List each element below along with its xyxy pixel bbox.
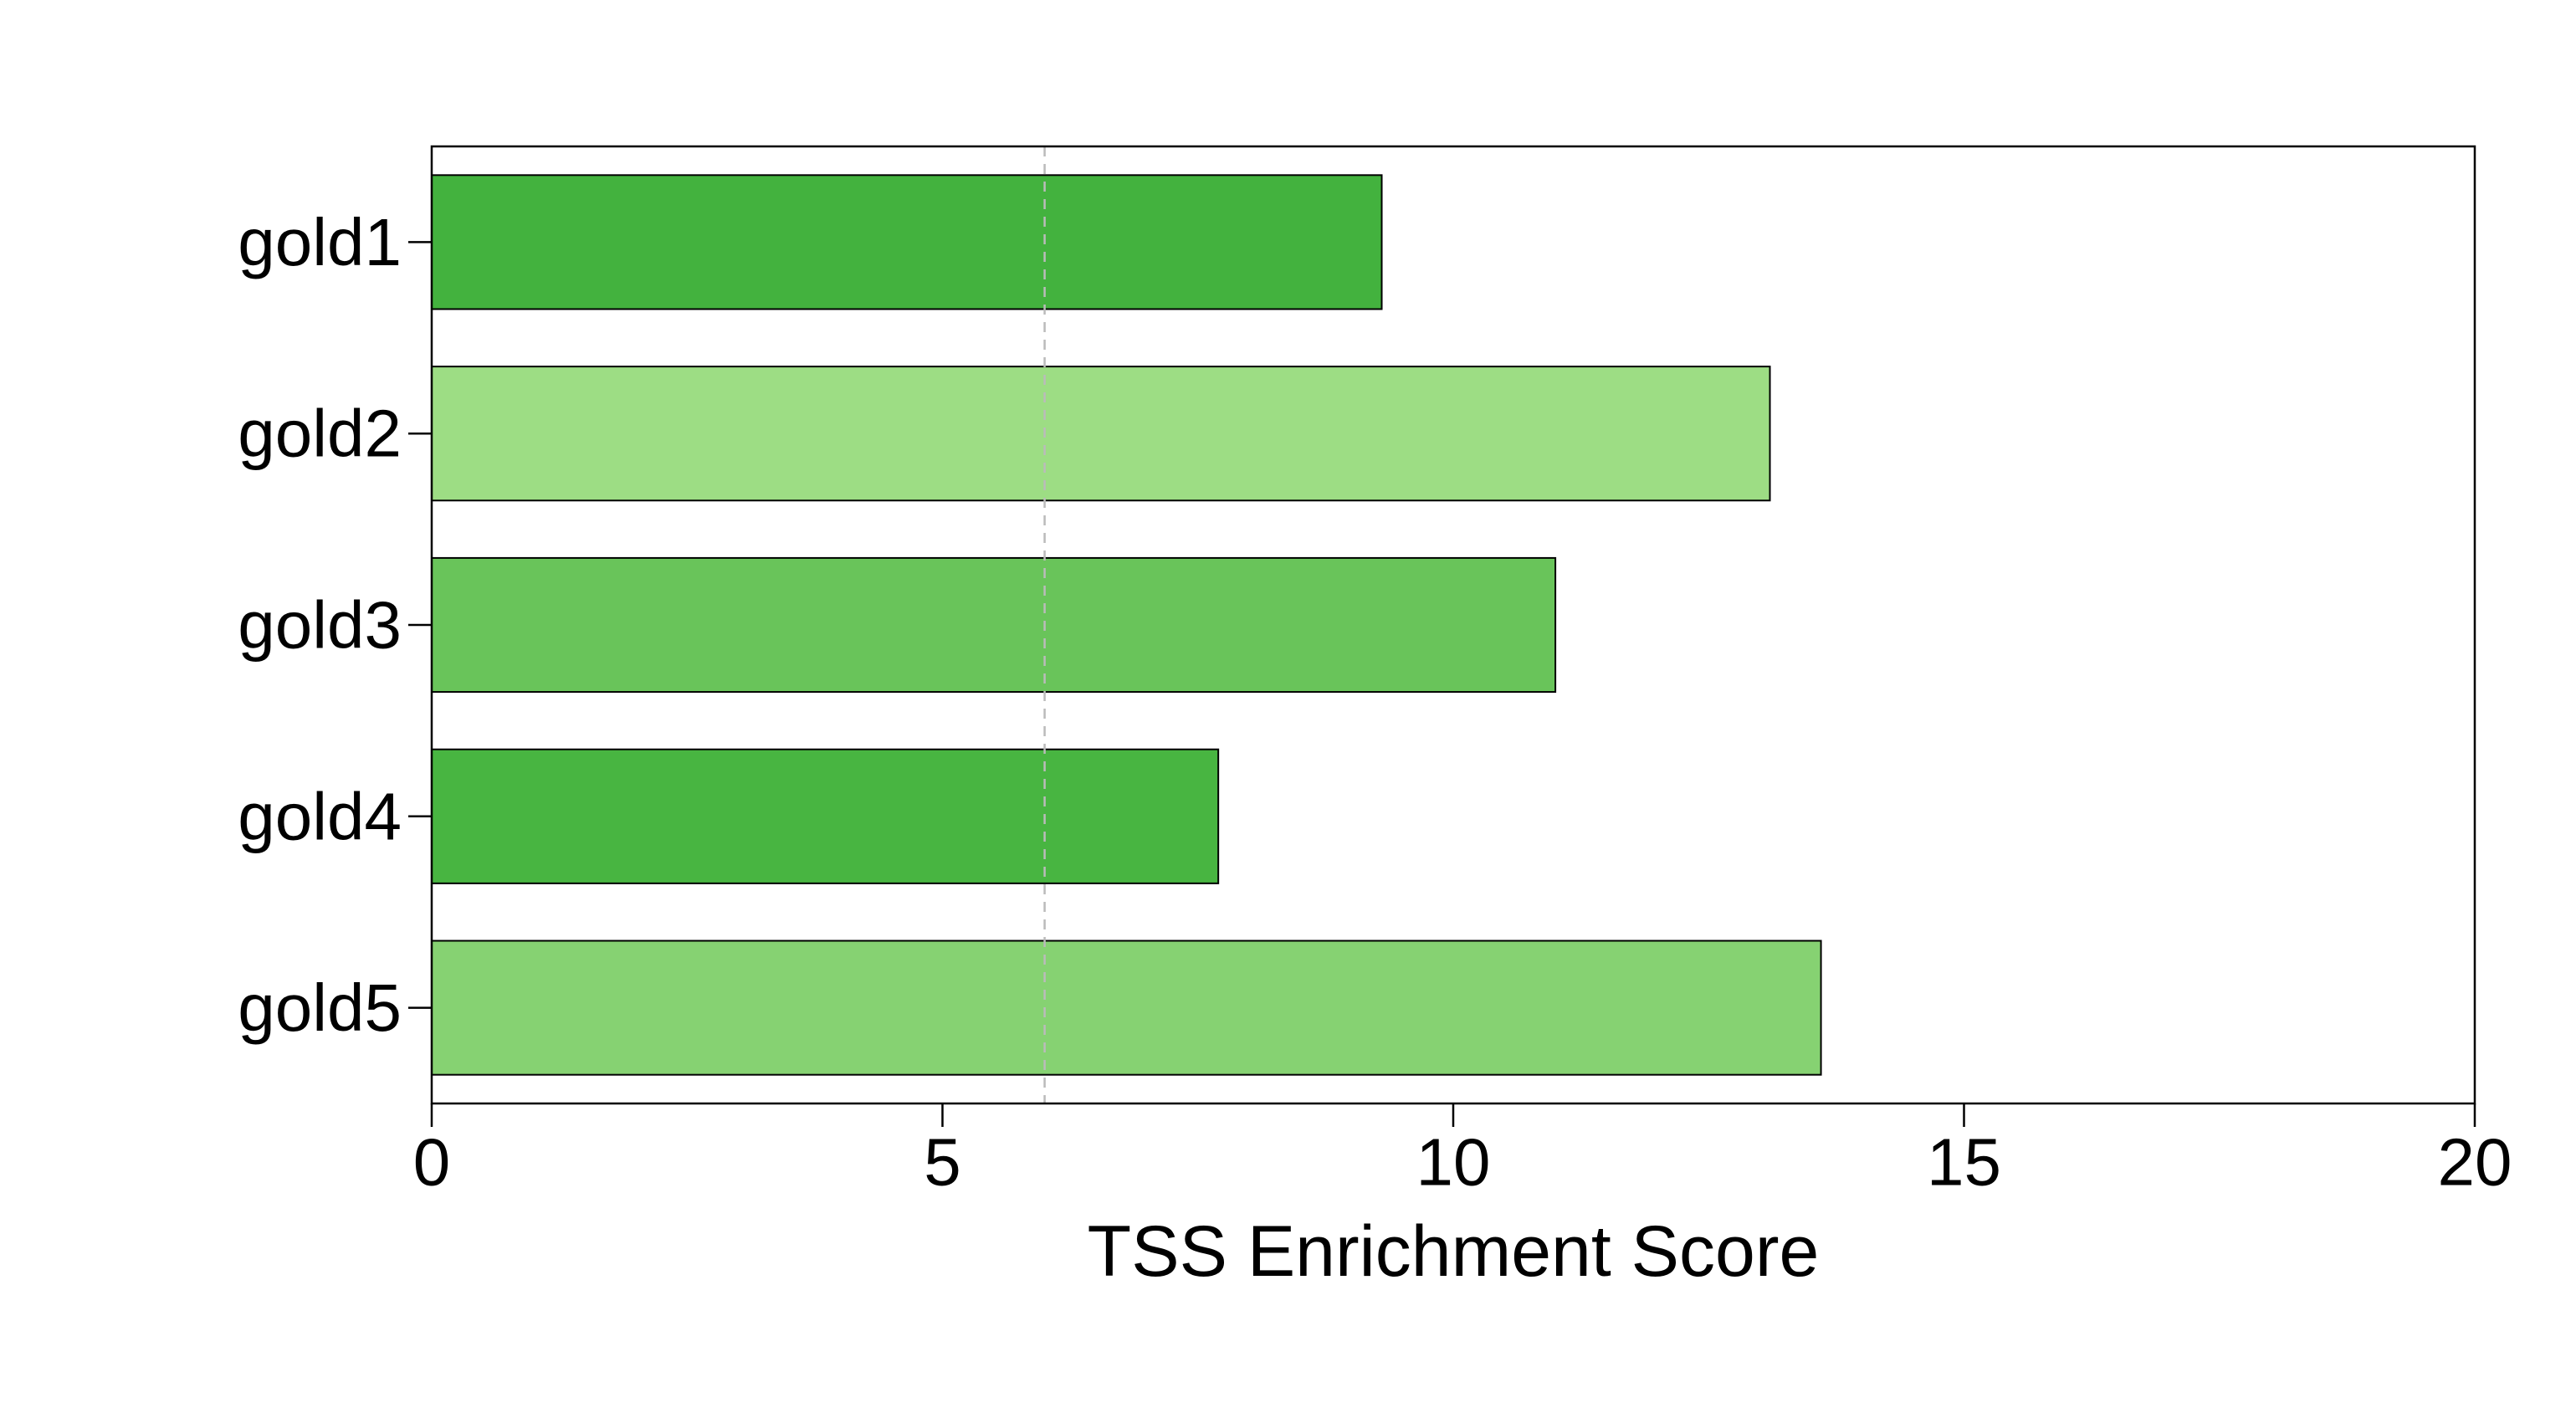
y-tick-label: gold4 [238,779,402,853]
x-axis-title: TSS Enrichment Score [1088,1211,1820,1292]
y-axis: gold1 gold2 gold3 gold4 gold5 [238,205,432,1045]
x-tick-label: 5 [924,1125,961,1200]
bar-gold1 [431,174,1383,310]
x-tick-label: 20 [2438,1125,2512,1200]
bar-gold4 [431,748,1220,884]
bar-gold2 [431,366,1771,502]
x-tick-label: 10 [1416,1125,1491,1200]
x-tick-label: 15 [1927,1125,2001,1200]
y-tick-label: gold5 [238,970,402,1045]
y-tick-label: gold1 [238,205,402,279]
y-tick-label: gold3 [238,588,402,663]
y-tick-label: gold2 [238,397,402,471]
bar-gold5 [431,940,1822,1076]
x-axis: 0 5 10 15 20 [413,1103,2512,1200]
bar-group [431,174,1822,1076]
bar-gold3 [431,556,1557,694]
x-tick-label: 0 [413,1125,451,1200]
